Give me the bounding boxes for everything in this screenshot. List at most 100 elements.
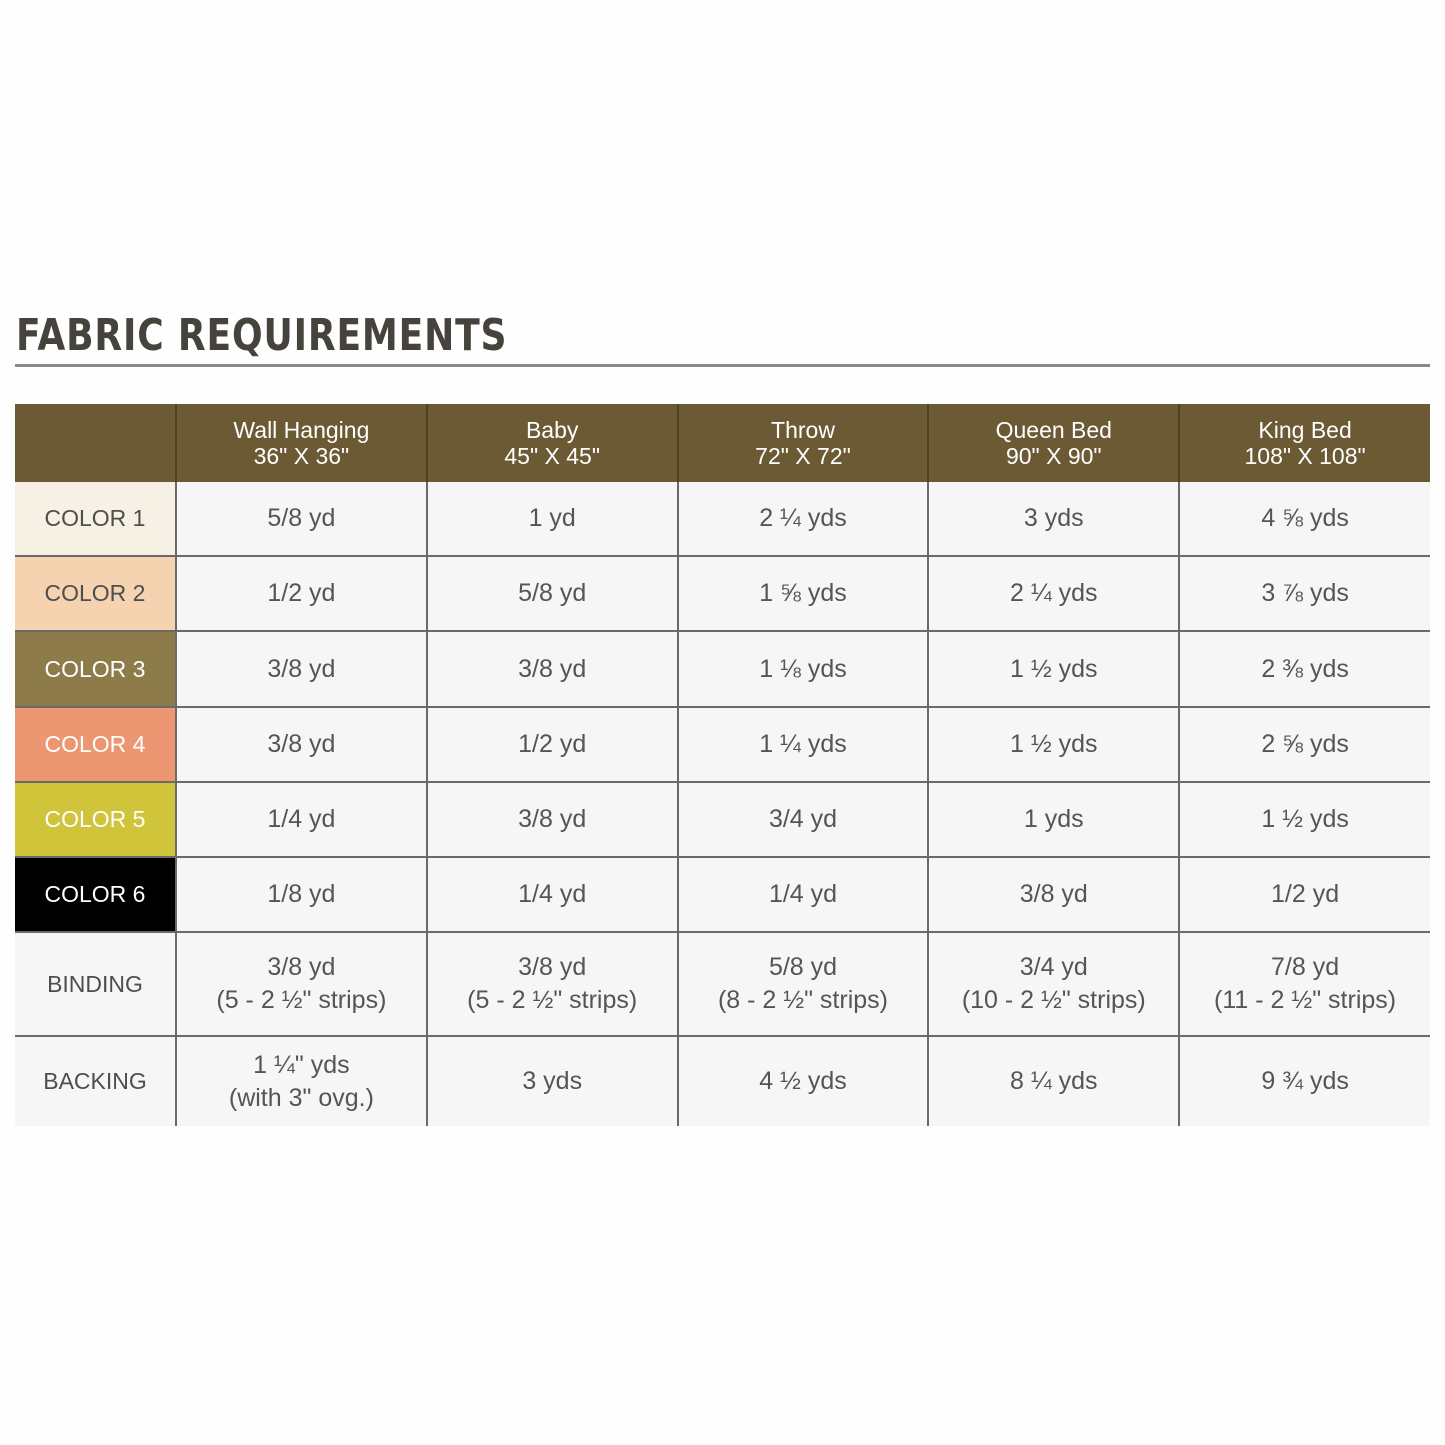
cell-line: 3/8 yd — [518, 953, 587, 981]
cell-line: 5/8 yd — [267, 504, 336, 532]
cell-line: (8 - 2 ½" strips) — [717, 986, 888, 1014]
row-label: COLOR 2 — [15, 555, 176, 631]
table-cell: 3/8 yd — [175, 706, 427, 782]
cell-line: 2 ¼ yds — [759, 504, 847, 532]
column-header-king-bed: King Bed 108" X 108" — [1178, 404, 1430, 482]
row-label: BACKING — [15, 1035, 176, 1126]
cell-line: 3 ⅞ yds — [1261, 579, 1349, 607]
table-row: COLOR 1 5/8 yd 1 yd 2 ¼ yds 3 yds 4 ⅝ yds — [15, 482, 1430, 556]
row-label: COLOR 3 — [15, 630, 176, 707]
cell-line: 7/8 yd — [1271, 953, 1340, 981]
table-cell: 3 ⅞ yds — [1178, 555, 1430, 631]
table-cell: 1 yds — [927, 781, 1180, 857]
table-cell: 1/2 yd — [1178, 856, 1430, 932]
cell-line: 9 ¾ yds — [1261, 1067, 1349, 1095]
cell-line: 5/8 yd — [518, 579, 587, 607]
page-title: FABRIC REQUIREMENTS — [16, 310, 508, 361]
table-cell: 1 ½ yds — [927, 706, 1180, 782]
column-header-size: 108" X 108" — [1244, 443, 1366, 469]
table-cell: 8 ¼ yds — [927, 1035, 1180, 1126]
table-cell: 3/8 yd — [927, 856, 1180, 932]
row-label: COLOR 1 — [15, 482, 176, 556]
cell-line: 1/2 yd — [518, 730, 587, 758]
cell-line: (5 - 2 ½" strips) — [216, 986, 387, 1014]
table-cell: 1 ¼ yds — [676, 706, 929, 782]
table-cell: 1 ⅛ yds — [676, 630, 929, 707]
table-cell: 1 yd — [425, 482, 678, 556]
cell-line: 1 ½ yds — [1010, 654, 1098, 683]
table-row: COLOR 2 1/2 yd 5/8 yd 1 ⅝ yds 2 ¼ yds 3 ⅞ yds — [15, 555, 1430, 631]
row-label: COLOR 4 — [15, 706, 176, 782]
column-header-name: Baby — [525, 417, 579, 443]
cell-line: 3/8 yd — [518, 654, 587, 683]
header-row: Wall Hanging 36" X 36" Baby 45" X 45" Throw 7… — [15, 404, 1430, 482]
title-divider — [15, 364, 1430, 367]
table-cell: 1/4 yd — [175, 781, 427, 857]
cell-line: 4 ½ yds — [759, 1067, 847, 1095]
column-header-name: Throw — [771, 417, 835, 443]
table-row: BACKING 1 ¼" yds (with 3" ovg.) 3 yds 4 ½ yd… — [15, 1035, 1430, 1126]
table-cell: 1 ½ yds — [1178, 781, 1430, 857]
cell-line: 1/2 yd — [1271, 880, 1340, 908]
table-cell: 1/4 yd — [425, 856, 678, 932]
table-cell: 4 ½ yds — [676, 1035, 929, 1126]
cell-line: 1/2 yd — [267, 579, 336, 607]
column-header-name: Queen Bed — [995, 417, 1112, 443]
table-cell: 3/8 yd — [425, 630, 678, 707]
table-cell: 3/8 yd (5 - 2 ½" strips) — [425, 931, 678, 1036]
column-header-baby: Baby 45" X 45" — [425, 404, 678, 482]
table-cell: 5/8 yd — [425, 555, 678, 631]
table-cell: 1 ⅝ yds — [676, 555, 929, 631]
cell-line: 2 ¼ yds — [1010, 579, 1098, 607]
table-cell: 2 ¼ yds — [927, 555, 1180, 631]
cell-line: 3/4 yd — [768, 805, 838, 833]
table-row: COLOR 6 1/8 yd 1/4 yd 1/4 yd 3/8 yd 1/2 yd — [15, 856, 1430, 932]
cell-line: 4 ⅝ yds — [1261, 504, 1349, 532]
table-row: COLOR 4 3/8 yd 1/2 yd 1 ¼ yds 1 ½ yds 2 ⅝ yds — [15, 706, 1430, 782]
table-cell: 2 ⅜ yds — [1178, 630, 1430, 707]
cell-line: 3/8 yd — [267, 654, 336, 683]
table-cell: 1 ¼" yds (with 3" ovg.) — [175, 1035, 427, 1126]
row-label: COLOR 6 — [15, 856, 176, 932]
table-cell: 3/8 yd (5 - 2 ½" strips) — [175, 931, 427, 1036]
column-header-wall-hanging: Wall Hanging 36" X 36" — [175, 404, 427, 482]
table-cell: 2 ¼ yds — [676, 482, 929, 556]
cell-line: 2 ⅝ yds — [1261, 730, 1349, 758]
cell-line: 1 ¼" yds — [253, 1050, 350, 1079]
cell-line: 3/8 yd — [1019, 880, 1088, 908]
table-cell: 2 ⅝ yds — [1178, 706, 1430, 782]
column-header-throw: Throw 72" X 72" — [676, 404, 929, 482]
table-cell: 1/2 yd — [175, 555, 427, 631]
header-corner — [15, 404, 176, 482]
cell-line: 3/4 yd — [1019, 953, 1088, 981]
table-cell: 7/8 yd (11 - 2 ½" strips) — [1178, 931, 1430, 1036]
table-row: COLOR 3 3/8 yd 3/8 yd 1 ⅛ yds 1 ½ yds 2 ⅜ yds — [15, 630, 1430, 707]
table-row: COLOR 5 1/4 yd 3/8 yd 3/4 yd 1 yds 1 ½ yds — [15, 781, 1430, 857]
cell-line: 1 yd — [528, 504, 576, 532]
cell-line: 3/8 yd — [267, 730, 336, 758]
column-header-name: King Bed — [1258, 417, 1352, 443]
cell-line: 1 yds — [1023, 805, 1084, 833]
cell-line: (10 - 2 ½" strips) — [961, 986, 1146, 1014]
table-cell: 5/8 yd (8 - 2 ½" strips) — [676, 931, 929, 1036]
cell-line: 1 ½ yds — [1010, 730, 1098, 758]
table-cell: 5/8 yd — [175, 482, 427, 556]
table-cell: 1/2 yd — [425, 706, 678, 782]
fabric-requirements-table: Wall Hanging 36" X 36" Baby 45" X 45" Throw 7… — [15, 404, 1430, 1126]
table-cell: 3/8 yd — [175, 630, 427, 707]
cell-line: 3/8 yd — [518, 805, 587, 833]
column-header-queen-bed: Queen Bed 90" X 90" — [927, 404, 1180, 482]
column-header-size: 36" X 36" — [253, 443, 350, 469]
cell-line: 1/4 yd — [768, 880, 838, 908]
cell-line: 3 yds — [522, 1067, 583, 1095]
cell-line: 1 ⅝ yds — [759, 579, 847, 607]
column-header-size: 45" X 45" — [504, 443, 600, 469]
table-cell: 1/4 yd — [676, 856, 929, 932]
column-header-name: Wall Hanging — [233, 417, 370, 443]
cell-line: 5/8 yd — [768, 953, 838, 981]
cell-line: (11 - 2 ½" strips) — [1214, 986, 1397, 1014]
cell-line: 1/4 yd — [267, 805, 336, 833]
table-cell: 3/8 yd — [425, 781, 678, 857]
row-label: COLOR 5 — [15, 781, 176, 857]
table-cell: 9 ¾ yds — [1178, 1035, 1430, 1126]
